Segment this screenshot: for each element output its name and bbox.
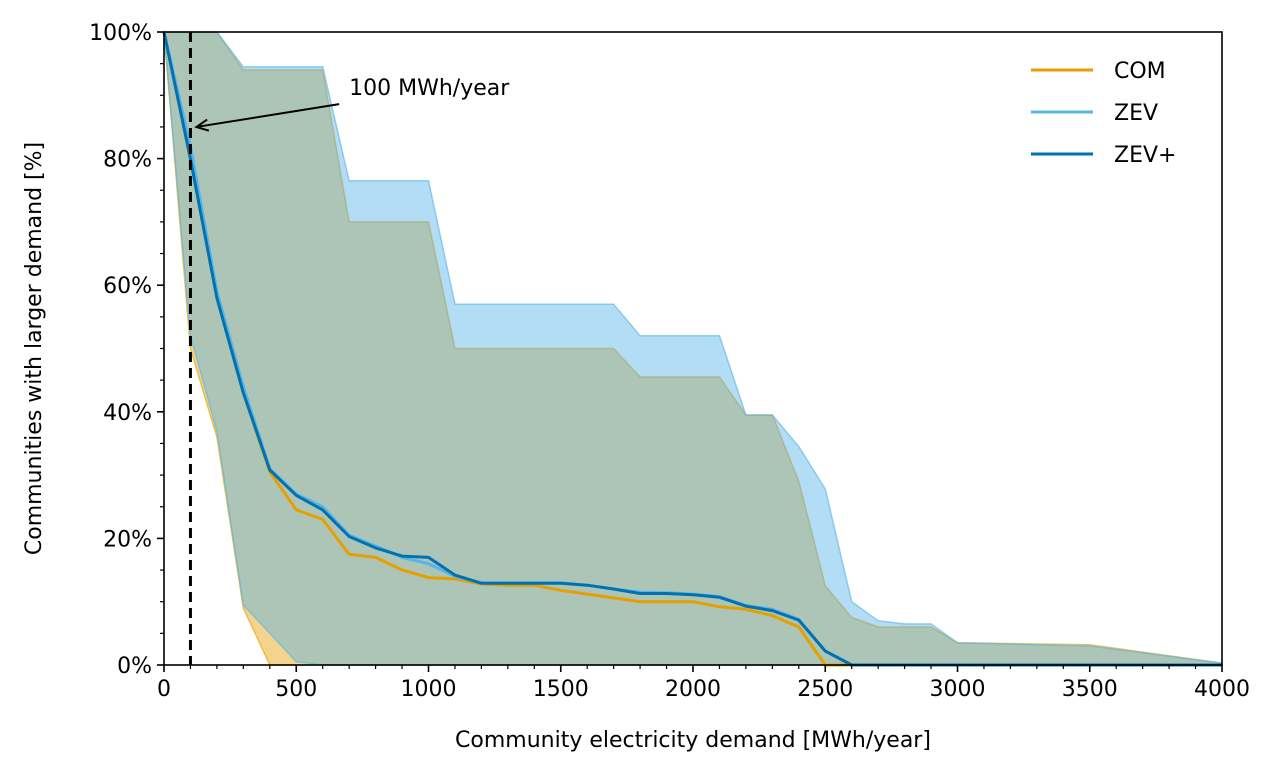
annotation: 100 MWh/year xyxy=(194,76,510,132)
x-tick-label: 2000 xyxy=(665,677,721,702)
legend-label: ZEV+ xyxy=(1114,143,1176,168)
legend-label: ZEV xyxy=(1114,101,1158,126)
x-tick-label: 3500 xyxy=(1062,677,1118,702)
x-tick-label: 1000 xyxy=(401,677,457,702)
x-tick-label: 3000 xyxy=(930,677,986,702)
x-axis: 0 500 1000 1500 2000 2500 3000 3500 4000 xyxy=(157,665,1250,702)
legend: COM ZEV ZEV+ xyxy=(1031,59,1176,168)
annotation-arrow xyxy=(196,103,340,128)
x-tick-label: 500 xyxy=(275,677,317,702)
y-tick-label: 0% xyxy=(117,654,152,679)
x-tick-label: 0 xyxy=(157,677,171,702)
y-tick-label: 20% xyxy=(103,527,152,552)
x-tick-label: 4000 xyxy=(1194,677,1250,702)
annotation-arrowhead xyxy=(194,118,210,132)
y-tick-label: 100% xyxy=(89,21,152,46)
annotation-label: 100 MWh/year xyxy=(349,76,510,101)
y-axis-label: Communities with larger demand [%] xyxy=(22,142,47,555)
y-axis: 0% 20% 40% 60% 80% 100% xyxy=(89,21,164,679)
legend-item-zev-plus: ZEV+ xyxy=(1031,143,1176,168)
y-tick-label: 40% xyxy=(103,401,152,426)
legend-item-zev: ZEV xyxy=(1031,101,1158,126)
y-tick-label: 80% xyxy=(103,148,152,173)
x-tick-label: 2500 xyxy=(797,677,853,702)
y-tick-label: 60% xyxy=(103,274,152,299)
legend-label: COM xyxy=(1114,59,1166,84)
confidence-bands xyxy=(163,31,1223,666)
band-zev xyxy=(163,31,1223,666)
x-tick-label: 1500 xyxy=(533,677,589,702)
legend-item-com: COM xyxy=(1031,59,1166,84)
x-axis-label: Community electricity demand [MWh/year] xyxy=(455,728,931,753)
